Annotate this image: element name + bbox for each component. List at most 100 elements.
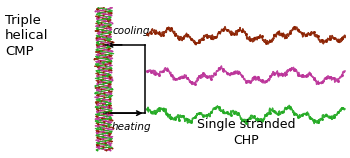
Point bbox=[307, 33, 313, 36]
Point bbox=[108, 130, 114, 133]
Point bbox=[106, 42, 112, 45]
Point bbox=[104, 8, 110, 11]
Point bbox=[98, 100, 104, 102]
Point bbox=[331, 37, 336, 40]
Point bbox=[106, 142, 112, 144]
Point bbox=[156, 107, 162, 109]
Point bbox=[104, 18, 110, 20]
Point bbox=[106, 75, 111, 77]
Point bbox=[224, 72, 229, 74]
Point bbox=[108, 136, 114, 138]
Point bbox=[267, 40, 273, 43]
Point bbox=[204, 76, 210, 79]
Point bbox=[103, 143, 108, 146]
Point bbox=[108, 140, 113, 142]
Point bbox=[94, 29, 100, 31]
Point bbox=[319, 81, 324, 84]
Point bbox=[100, 12, 106, 14]
Point bbox=[100, 14, 106, 16]
Point bbox=[307, 117, 313, 119]
Text: heating: heating bbox=[112, 122, 152, 132]
Point bbox=[100, 82, 106, 85]
Point bbox=[323, 40, 329, 42]
Point bbox=[96, 145, 101, 148]
Point bbox=[94, 63, 100, 66]
Point bbox=[108, 90, 113, 93]
Point bbox=[145, 108, 150, 111]
Point bbox=[339, 107, 344, 109]
Point bbox=[192, 42, 198, 44]
Point bbox=[99, 107, 105, 110]
Point bbox=[244, 80, 249, 83]
Point bbox=[108, 69, 114, 72]
Point bbox=[180, 76, 186, 78]
Point bbox=[106, 134, 112, 136]
Point bbox=[105, 113, 110, 115]
Point bbox=[107, 58, 113, 60]
Point bbox=[96, 31, 102, 33]
Point bbox=[99, 33, 104, 35]
Point bbox=[283, 35, 289, 38]
Point bbox=[160, 33, 166, 36]
Point bbox=[232, 33, 237, 35]
Point bbox=[327, 37, 332, 40]
Point bbox=[96, 69, 101, 72]
Point bbox=[164, 27, 170, 30]
Point bbox=[279, 33, 285, 35]
Point bbox=[96, 25, 101, 28]
Point bbox=[168, 27, 174, 30]
Point bbox=[283, 73, 289, 76]
Point bbox=[96, 12, 102, 14]
Point bbox=[152, 112, 158, 114]
Point bbox=[98, 88, 104, 91]
Point bbox=[152, 31, 158, 34]
Point bbox=[295, 116, 301, 118]
Point bbox=[110, 40, 116, 43]
Point bbox=[94, 8, 99, 11]
Point bbox=[103, 16, 108, 18]
Point bbox=[106, 56, 111, 58]
Point bbox=[287, 68, 293, 70]
Point bbox=[107, 101, 113, 104]
Point bbox=[275, 73, 281, 75]
Point bbox=[108, 107, 114, 110]
Point bbox=[107, 143, 112, 146]
Point bbox=[100, 145, 106, 148]
Point bbox=[100, 98, 105, 100]
Point bbox=[105, 58, 111, 60]
Point bbox=[107, 98, 113, 100]
Point bbox=[100, 42, 106, 45]
Point bbox=[103, 103, 109, 106]
Point bbox=[97, 107, 103, 110]
Point bbox=[94, 88, 100, 91]
Point bbox=[107, 105, 112, 108]
Text: Single stranded
CHP: Single stranded CHP bbox=[197, 118, 295, 147]
Point bbox=[104, 65, 109, 68]
Point bbox=[107, 23, 113, 26]
Point bbox=[102, 25, 107, 28]
Point bbox=[104, 94, 110, 96]
Point bbox=[107, 149, 113, 152]
Point bbox=[311, 31, 317, 33]
Point bbox=[176, 76, 182, 79]
Point bbox=[200, 114, 205, 117]
Point bbox=[105, 19, 111, 22]
Point bbox=[106, 82, 112, 85]
Point bbox=[259, 79, 265, 82]
Point bbox=[106, 111, 111, 113]
Point bbox=[208, 111, 213, 113]
Point bbox=[106, 39, 112, 41]
Point bbox=[220, 68, 225, 71]
Point bbox=[287, 31, 293, 34]
Point bbox=[104, 115, 110, 117]
Point bbox=[148, 31, 154, 34]
Point bbox=[164, 68, 170, 71]
Point bbox=[95, 122, 101, 125]
Point bbox=[188, 81, 194, 84]
Point bbox=[98, 50, 104, 52]
Point bbox=[95, 140, 101, 142]
Point bbox=[220, 111, 225, 113]
Point bbox=[107, 86, 112, 89]
Point bbox=[105, 121, 111, 123]
Point bbox=[311, 119, 317, 122]
